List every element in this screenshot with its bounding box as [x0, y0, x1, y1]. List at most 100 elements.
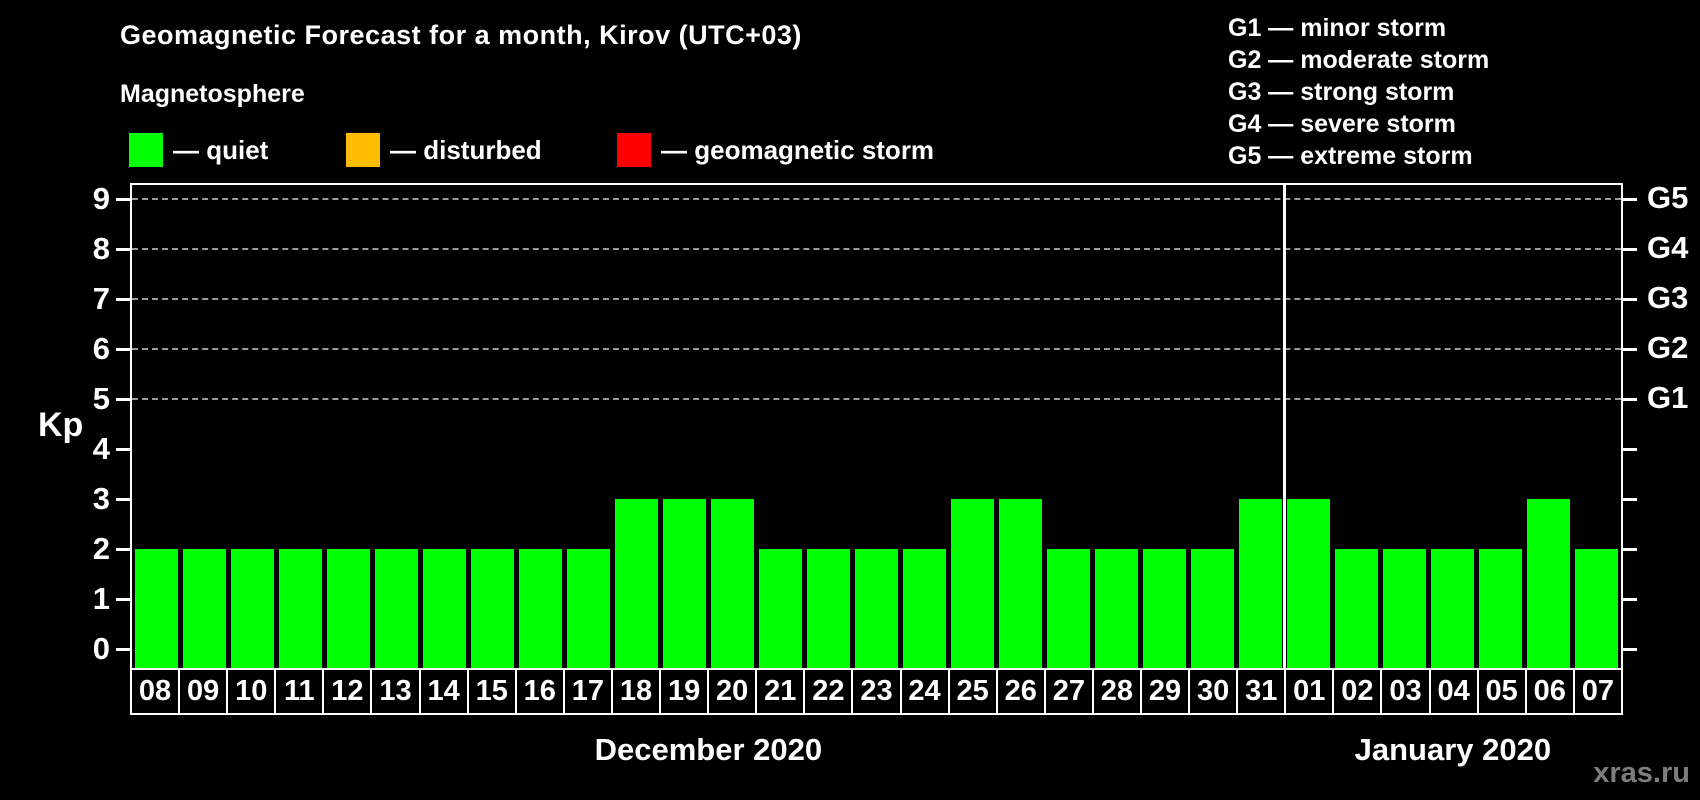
- kp-bar-day-30: [1191, 549, 1235, 668]
- kp-bar-day-09: [182, 549, 226, 668]
- day-label-06: 06: [1524, 668, 1573, 715]
- right-tick-2: [1621, 547, 1637, 551]
- day-label-16: 16: [514, 668, 563, 715]
- day-label-25: 25: [947, 668, 996, 715]
- kp-bar-day-14: [422, 549, 466, 668]
- kp-bar-day-29: [1143, 549, 1187, 668]
- watermark: xras.ru: [1593, 757, 1690, 789]
- quiet-swatch-icon: [129, 133, 163, 167]
- kp-bar-day-28: [1095, 549, 1139, 668]
- y-tick-label-3: 3: [92, 481, 110, 516]
- right-axis-label-g4: G4: [1647, 230, 1689, 265]
- y-tick-4: [116, 447, 130, 451]
- y-tick-label-1: 1: [92, 581, 110, 616]
- disturbed-swatch-icon: [346, 133, 380, 167]
- storm-scale-line-4: G4 — severe storm: [1228, 110, 1456, 138]
- kp-bar-day-03: [1383, 549, 1427, 668]
- day-label-09: 09: [178, 668, 227, 715]
- y-tick-label-5: 5: [92, 381, 110, 416]
- y-tick-2: [116, 547, 130, 551]
- y-tick-1: [116, 597, 130, 601]
- y-tick-8: [116, 247, 130, 251]
- day-label-19: 19: [659, 668, 708, 715]
- kp-bar-day-22: [806, 549, 850, 668]
- right-tick-5: [1621, 397, 1637, 401]
- day-label-26: 26: [995, 668, 1044, 715]
- kp-bar-day-20: [710, 499, 754, 668]
- kp-bar-day-02: [1335, 549, 1379, 668]
- plot-area: [130, 183, 1623, 668]
- day-label-29: 29: [1139, 668, 1189, 715]
- right-tick-1: [1621, 597, 1637, 601]
- y-tick-0: [116, 647, 130, 651]
- day-label-20: 20: [707, 668, 756, 715]
- y-tick-label-0: 0: [92, 631, 110, 666]
- kp-bar-day-25: [951, 499, 995, 668]
- kp-bar-day-06: [1527, 499, 1571, 668]
- gridline-kp7: [132, 298, 1621, 300]
- kp-bar-day-17: [566, 549, 610, 668]
- page-title: Geomagnetic Forecast for a month, Kirov …: [120, 20, 802, 50]
- day-label-27: 27: [1043, 668, 1092, 715]
- kp-bar-day-11: [278, 549, 322, 668]
- x-axis-day-labels: 08 09 10 11 12 13 14 15 16 17 18 19 20 21 22 23 24 25 26 27…: [130, 668, 1623, 715]
- kp-bar-day-31: [1239, 499, 1283, 668]
- day-label-22: 22: [803, 668, 852, 715]
- day-label-14: 14: [418, 668, 467, 715]
- right-tick-6: [1621, 347, 1637, 351]
- y-tick-9: [116, 197, 130, 201]
- month-label-december: December 2020: [594, 732, 823, 767]
- y-tick-label-4: 4: [92, 431, 110, 466]
- storm-scale-line-1: G1 — minor storm: [1228, 14, 1447, 42]
- right-axis-label-g2: G2: [1647, 330, 1689, 365]
- right-axis-label-g3: G3: [1647, 280, 1689, 315]
- y-tick-5: [116, 397, 130, 401]
- kp-bar-day-05: [1479, 549, 1523, 668]
- storm-scale-line-3: G3 — strong storm: [1228, 78, 1455, 106]
- legend-label-quiet: — quiet: [173, 134, 269, 165]
- day-label-15: 15: [466, 668, 515, 715]
- right-tick-8: [1621, 247, 1637, 251]
- storm-scale-line-2: G2 — moderate storm: [1228, 46, 1490, 74]
- kp-bar-day-18: [614, 499, 658, 668]
- right-tick-4: [1621, 447, 1637, 451]
- kp-bar-day-24: [903, 549, 947, 668]
- month-label-january: January 2020: [1354, 732, 1552, 767]
- day-label-31: 31: [1236, 668, 1285, 715]
- gridline-kp6: [132, 348, 1621, 350]
- y-tick-7: [116, 297, 130, 301]
- storm-scale-line-5: G5 — extreme storm: [1228, 142, 1473, 170]
- y-tick-label-7: 7: [92, 281, 110, 316]
- right-tick-9: [1621, 197, 1637, 201]
- legend-item-quiet: — quiet: [129, 133, 268, 167]
- day-label-03: 03: [1380, 668, 1429, 715]
- kp-bar-day-26: [999, 499, 1043, 668]
- legend-item-geomagnetic-storm: — geomagnetic storm: [617, 133, 934, 167]
- y-tick-6: [116, 347, 130, 351]
- day-label-12: 12: [322, 668, 371, 715]
- kp-bar-day-08: [134, 549, 178, 668]
- day-label-28: 28: [1091, 668, 1140, 715]
- kp-bar-day-01: [1287, 499, 1331, 668]
- y-tick-label-8: 8: [92, 231, 110, 266]
- y-axis-title: Kp: [38, 406, 84, 444]
- legend-label-geomagnetic-storm: — geomagnetic storm: [661, 134, 935, 165]
- geomagnetic-storm-swatch-icon: [617, 133, 651, 167]
- day-label-01: 01: [1284, 668, 1333, 715]
- right-axis-label-g1: G1: [1647, 380, 1689, 415]
- kp-bar-day-07: [1575, 549, 1619, 668]
- kp-bar-day-19: [662, 499, 706, 668]
- day-label-04: 04: [1428, 668, 1477, 715]
- day-label-23: 23: [851, 668, 900, 715]
- kp-bar-day-15: [470, 549, 514, 668]
- gridline-kp9: [132, 198, 1621, 200]
- day-label-05: 05: [1476, 668, 1525, 715]
- legend-item-disturbed: — disturbed: [346, 133, 542, 167]
- day-label-21: 21: [755, 668, 804, 715]
- day-label-07: 07: [1572, 668, 1623, 715]
- day-label-18: 18: [610, 668, 660, 715]
- right-tick-3: [1621, 497, 1637, 501]
- day-label-30: 30: [1188, 668, 1237, 715]
- day-label-10: 10: [226, 668, 275, 715]
